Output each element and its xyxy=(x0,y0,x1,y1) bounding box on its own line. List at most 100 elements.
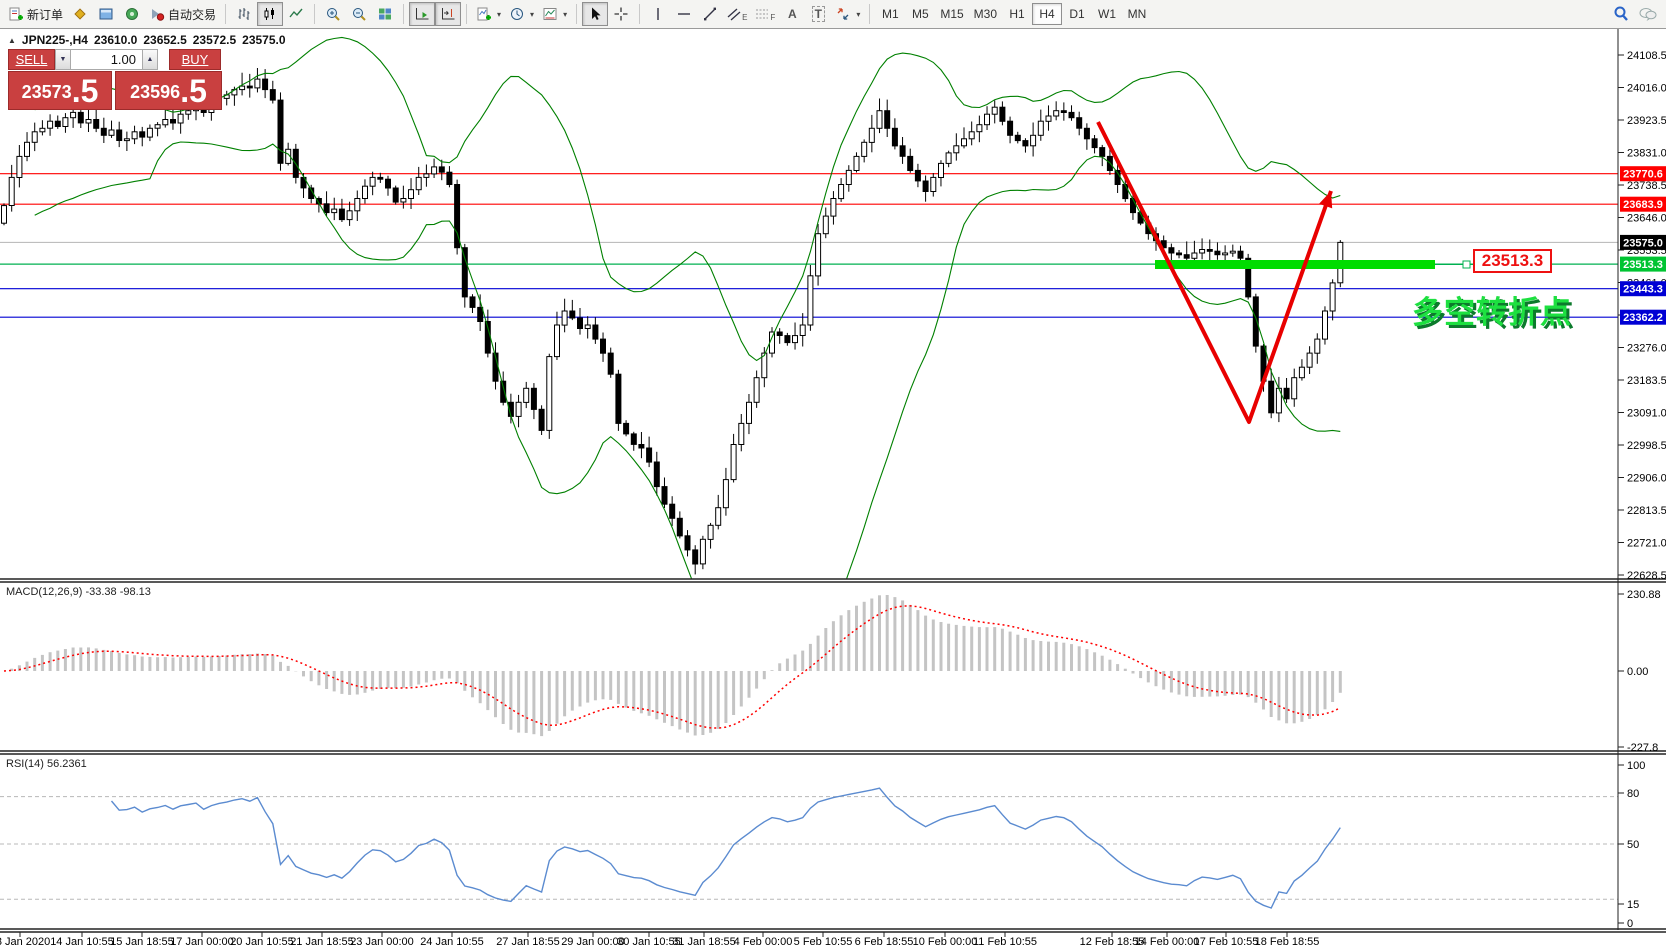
tab-timeframe-MN[interactable]: MN xyxy=(1122,3,1152,25)
tab-timeframe-H4[interactable]: H4 xyxy=(1032,3,1063,25)
collapse-icon[interactable]: ▲ xyxy=(8,35,16,45)
candlestick-chart-icon xyxy=(264,8,275,20)
profiles-button[interactable] xyxy=(67,2,93,26)
buy-price[interactable]: 23596 .5 xyxy=(115,71,222,110)
market-watch-button[interactable] xyxy=(93,2,119,26)
vertical-line-icon xyxy=(657,8,659,20)
macd-axis: 230.88 0.00 -227.8 xyxy=(1618,589,1661,754)
tile-windows-button[interactable] xyxy=(372,2,398,26)
svg-text:100: 100 xyxy=(1627,760,1645,772)
cursor-button[interactable] xyxy=(582,2,609,26)
tab-timeframe-M30[interactable]: M30 xyxy=(969,3,1002,25)
text-tool-icon: A xyxy=(787,7,797,21)
zoom-in-button[interactable] xyxy=(320,2,346,26)
volume-increase-button[interactable]: ▲ xyxy=(142,49,158,70)
tab-timeframe-W1[interactable]: W1 xyxy=(1092,3,1122,25)
text-tool-button[interactable]: A xyxy=(779,2,805,26)
svg-text:23923.5: 23923.5 xyxy=(1627,115,1666,127)
svg-text:23831.0: 23831.0 xyxy=(1627,148,1666,160)
svg-text:23 Jan 00:00: 23 Jan 00:00 xyxy=(350,936,414,948)
line-chart-icon xyxy=(289,8,303,18)
svg-text:18 Feb 18:55: 18 Feb 18:55 xyxy=(1255,936,1320,948)
spin-up-icon: ▲ xyxy=(146,56,154,63)
tab-timeframe-M5[interactable]: M5 xyxy=(905,3,935,25)
svg-text:230.88: 230.88 xyxy=(1627,589,1661,601)
bar-chart-button[interactable] xyxy=(231,2,257,26)
clock-icon xyxy=(511,8,524,20)
main-toolbar: 新订单 自动交易 ▾ ▾ xyxy=(0,0,1666,29)
chart-shift-button[interactable] xyxy=(435,2,462,26)
new-order-button[interactable]: 新订单 xyxy=(4,2,67,26)
horizontal-line-icon xyxy=(678,13,691,15)
symbol-bar: ▲ JPN225-,H4 23610.0 23652.5 23572.5 235… xyxy=(8,33,286,47)
svg-text:29 Jan 00:00: 29 Jan 00:00 xyxy=(561,936,625,948)
arrows-tool-icon xyxy=(837,8,849,20)
label-tool-button[interactable]: T xyxy=(805,2,831,26)
vertical-line-button[interactable] xyxy=(645,2,671,26)
support-bar-drawing[interactable] xyxy=(1155,260,1473,269)
trend-arrow-drawing[interactable] xyxy=(1096,121,1333,424)
svg-text:-227.8: -227.8 xyxy=(1627,742,1658,754)
new-order-icon xyxy=(9,7,23,21)
trendline-button[interactable] xyxy=(697,2,723,26)
tab-timeframe-H1[interactable]: H1 xyxy=(1002,3,1032,25)
svg-text:13 Jan 2020: 13 Jan 2020 xyxy=(0,936,50,948)
sell-price-main: 23573 xyxy=(21,82,72,102)
svg-text:22813.5: 22813.5 xyxy=(1627,505,1666,517)
volume-input[interactable] xyxy=(71,49,142,70)
sell-button[interactable]: SELL xyxy=(8,49,55,70)
candlestick-chart-button[interactable] xyxy=(257,2,284,26)
ohlc-close: 23575.0 xyxy=(242,33,286,47)
zoom-out-icon xyxy=(353,8,366,21)
buy-price-main: 23596 xyxy=(130,82,181,102)
search-icon xyxy=(1614,6,1628,21)
equidistant-channel-button[interactable]: E xyxy=(723,2,751,26)
indicators-icon xyxy=(477,7,492,21)
arrows-tool-button[interactable]: ▾ xyxy=(831,2,864,26)
chart-shift-icon xyxy=(442,8,455,20)
chat-button[interactable] xyxy=(1634,2,1662,26)
auto-scroll-button[interactable] xyxy=(409,2,436,26)
periods-button[interactable]: ▾ xyxy=(505,2,538,26)
tab-timeframe-M1[interactable]: M1 xyxy=(875,3,905,25)
buy-button[interactable]: BUY xyxy=(169,49,221,70)
line-chart-button[interactable] xyxy=(283,2,309,26)
fibonacci-button[interactable]: F xyxy=(751,2,779,26)
sell-price[interactable]: 23573 .5 xyxy=(8,71,112,110)
navigator-button[interactable] xyxy=(119,2,145,26)
autotrading-button[interactable]: 自动交易 xyxy=(145,2,220,26)
svg-text:17 Feb 10:55: 17 Feb 10:55 xyxy=(1194,936,1259,948)
svg-text:5 Feb 10:55: 5 Feb 10:55 xyxy=(794,936,853,948)
horizontal-line-button[interactable] xyxy=(671,2,697,26)
tab-timeframe-M15[interactable]: M15 xyxy=(935,3,968,25)
ohlc-low: 23572.5 xyxy=(192,33,237,47)
tile-windows-icon xyxy=(379,8,392,20)
templates-icon xyxy=(543,8,557,20)
svg-text:0: 0 xyxy=(1627,918,1633,930)
autotrading-icon xyxy=(152,9,165,21)
chevron-down-icon: ▾ xyxy=(497,9,502,19)
svg-text:23770.6: 23770.6 xyxy=(1623,169,1663,181)
crosshair-button[interactable] xyxy=(608,2,634,26)
svg-text:4 Feb 00:00: 4 Feb 00:00 xyxy=(734,936,793,948)
zoom-out-button[interactable] xyxy=(346,2,372,26)
svg-text:23362.2: 23362.2 xyxy=(1623,312,1663,324)
templates-button[interactable]: ▾ xyxy=(538,2,571,26)
svg-text:14 Jan 10:55: 14 Jan 10:55 xyxy=(50,936,114,948)
panel-separators[interactable] xyxy=(0,29,1666,933)
volume-decrease-button[interactable]: ▼ xyxy=(55,49,71,70)
indicators-button[interactable]: ▾ xyxy=(472,2,505,26)
annotation-text[interactable]: 多空转折点 xyxy=(1412,295,1572,330)
svg-text:11 Feb 10:55: 11 Feb 10:55 xyxy=(973,936,1037,948)
svg-text:31 Jan 18:55: 31 Jan 18:55 xyxy=(672,936,736,948)
tab-timeframe-D1[interactable]: D1 xyxy=(1062,3,1092,25)
toolbar-separator xyxy=(869,4,871,24)
search-button[interactable] xyxy=(1608,2,1634,26)
price-callout[interactable]: 23513.3 xyxy=(1473,249,1552,273)
toolbar-separator xyxy=(314,4,316,24)
svg-text:30 Jan 10:55: 30 Jan 10:55 xyxy=(617,936,681,948)
svg-text:10 Feb 00:00: 10 Feb 00:00 xyxy=(913,936,978,948)
rsi-panel xyxy=(0,787,1618,909)
